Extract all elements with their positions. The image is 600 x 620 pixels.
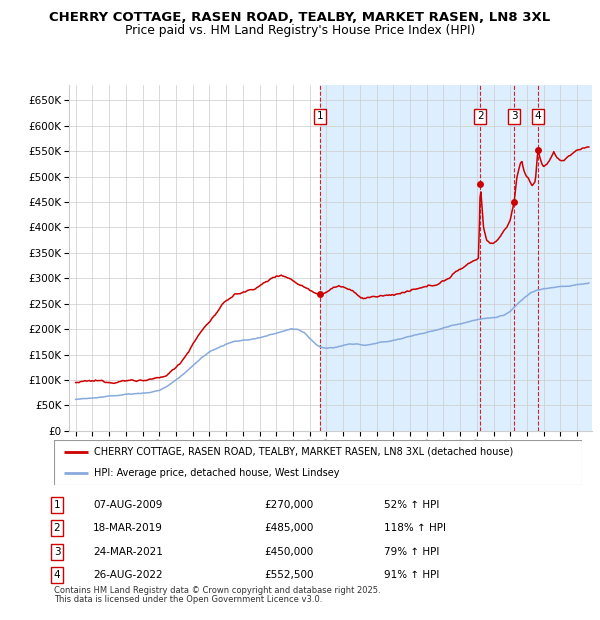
Text: 26-AUG-2022: 26-AUG-2022: [93, 570, 163, 580]
Text: 07-AUG-2009: 07-AUG-2009: [93, 500, 163, 510]
Text: 91% ↑ HPI: 91% ↑ HPI: [384, 570, 439, 580]
Text: 3: 3: [53, 547, 61, 557]
Text: HPI: Average price, detached house, West Lindsey: HPI: Average price, detached house, West…: [94, 467, 339, 477]
Text: £270,000: £270,000: [264, 500, 313, 510]
Text: 1: 1: [316, 112, 323, 122]
Text: £450,000: £450,000: [264, 547, 313, 557]
Text: 4: 4: [535, 112, 541, 122]
Point: [533, 145, 542, 155]
Text: 24-MAR-2021: 24-MAR-2021: [93, 547, 163, 557]
Text: 1: 1: [53, 500, 61, 510]
Text: 2: 2: [53, 523, 61, 533]
Text: 4: 4: [53, 570, 61, 580]
Point: [509, 197, 519, 207]
Text: Contains HM Land Registry data © Crown copyright and database right 2025.: Contains HM Land Registry data © Crown c…: [54, 586, 380, 595]
Text: £485,000: £485,000: [264, 523, 313, 533]
Text: £552,500: £552,500: [264, 570, 314, 580]
Text: Price paid vs. HM Land Registry's House Price Index (HPI): Price paid vs. HM Land Registry's House …: [125, 24, 475, 37]
Text: 2: 2: [477, 112, 484, 122]
Bar: [320, 85, 600, 431]
Point: [315, 288, 325, 298]
Text: 52% ↑ HPI: 52% ↑ HPI: [384, 500, 439, 510]
Text: This data is licensed under the Open Government Licence v3.0.: This data is licensed under the Open Gov…: [54, 595, 322, 604]
Text: 79% ↑ HPI: 79% ↑ HPI: [384, 547, 439, 557]
Point: [476, 179, 485, 189]
Text: CHERRY COTTAGE, RASEN ROAD, TEALBY, MARKET RASEN, LN8 3XL (detached house): CHERRY COTTAGE, RASEN ROAD, TEALBY, MARK…: [94, 447, 513, 457]
Text: 118% ↑ HPI: 118% ↑ HPI: [384, 523, 446, 533]
Text: CHERRY COTTAGE, RASEN ROAD, TEALBY, MARKET RASEN, LN8 3XL: CHERRY COTTAGE, RASEN ROAD, TEALBY, MARK…: [49, 11, 551, 24]
Text: 3: 3: [511, 112, 517, 122]
Text: 18-MAR-2019: 18-MAR-2019: [93, 523, 163, 533]
FancyBboxPatch shape: [54, 440, 582, 485]
